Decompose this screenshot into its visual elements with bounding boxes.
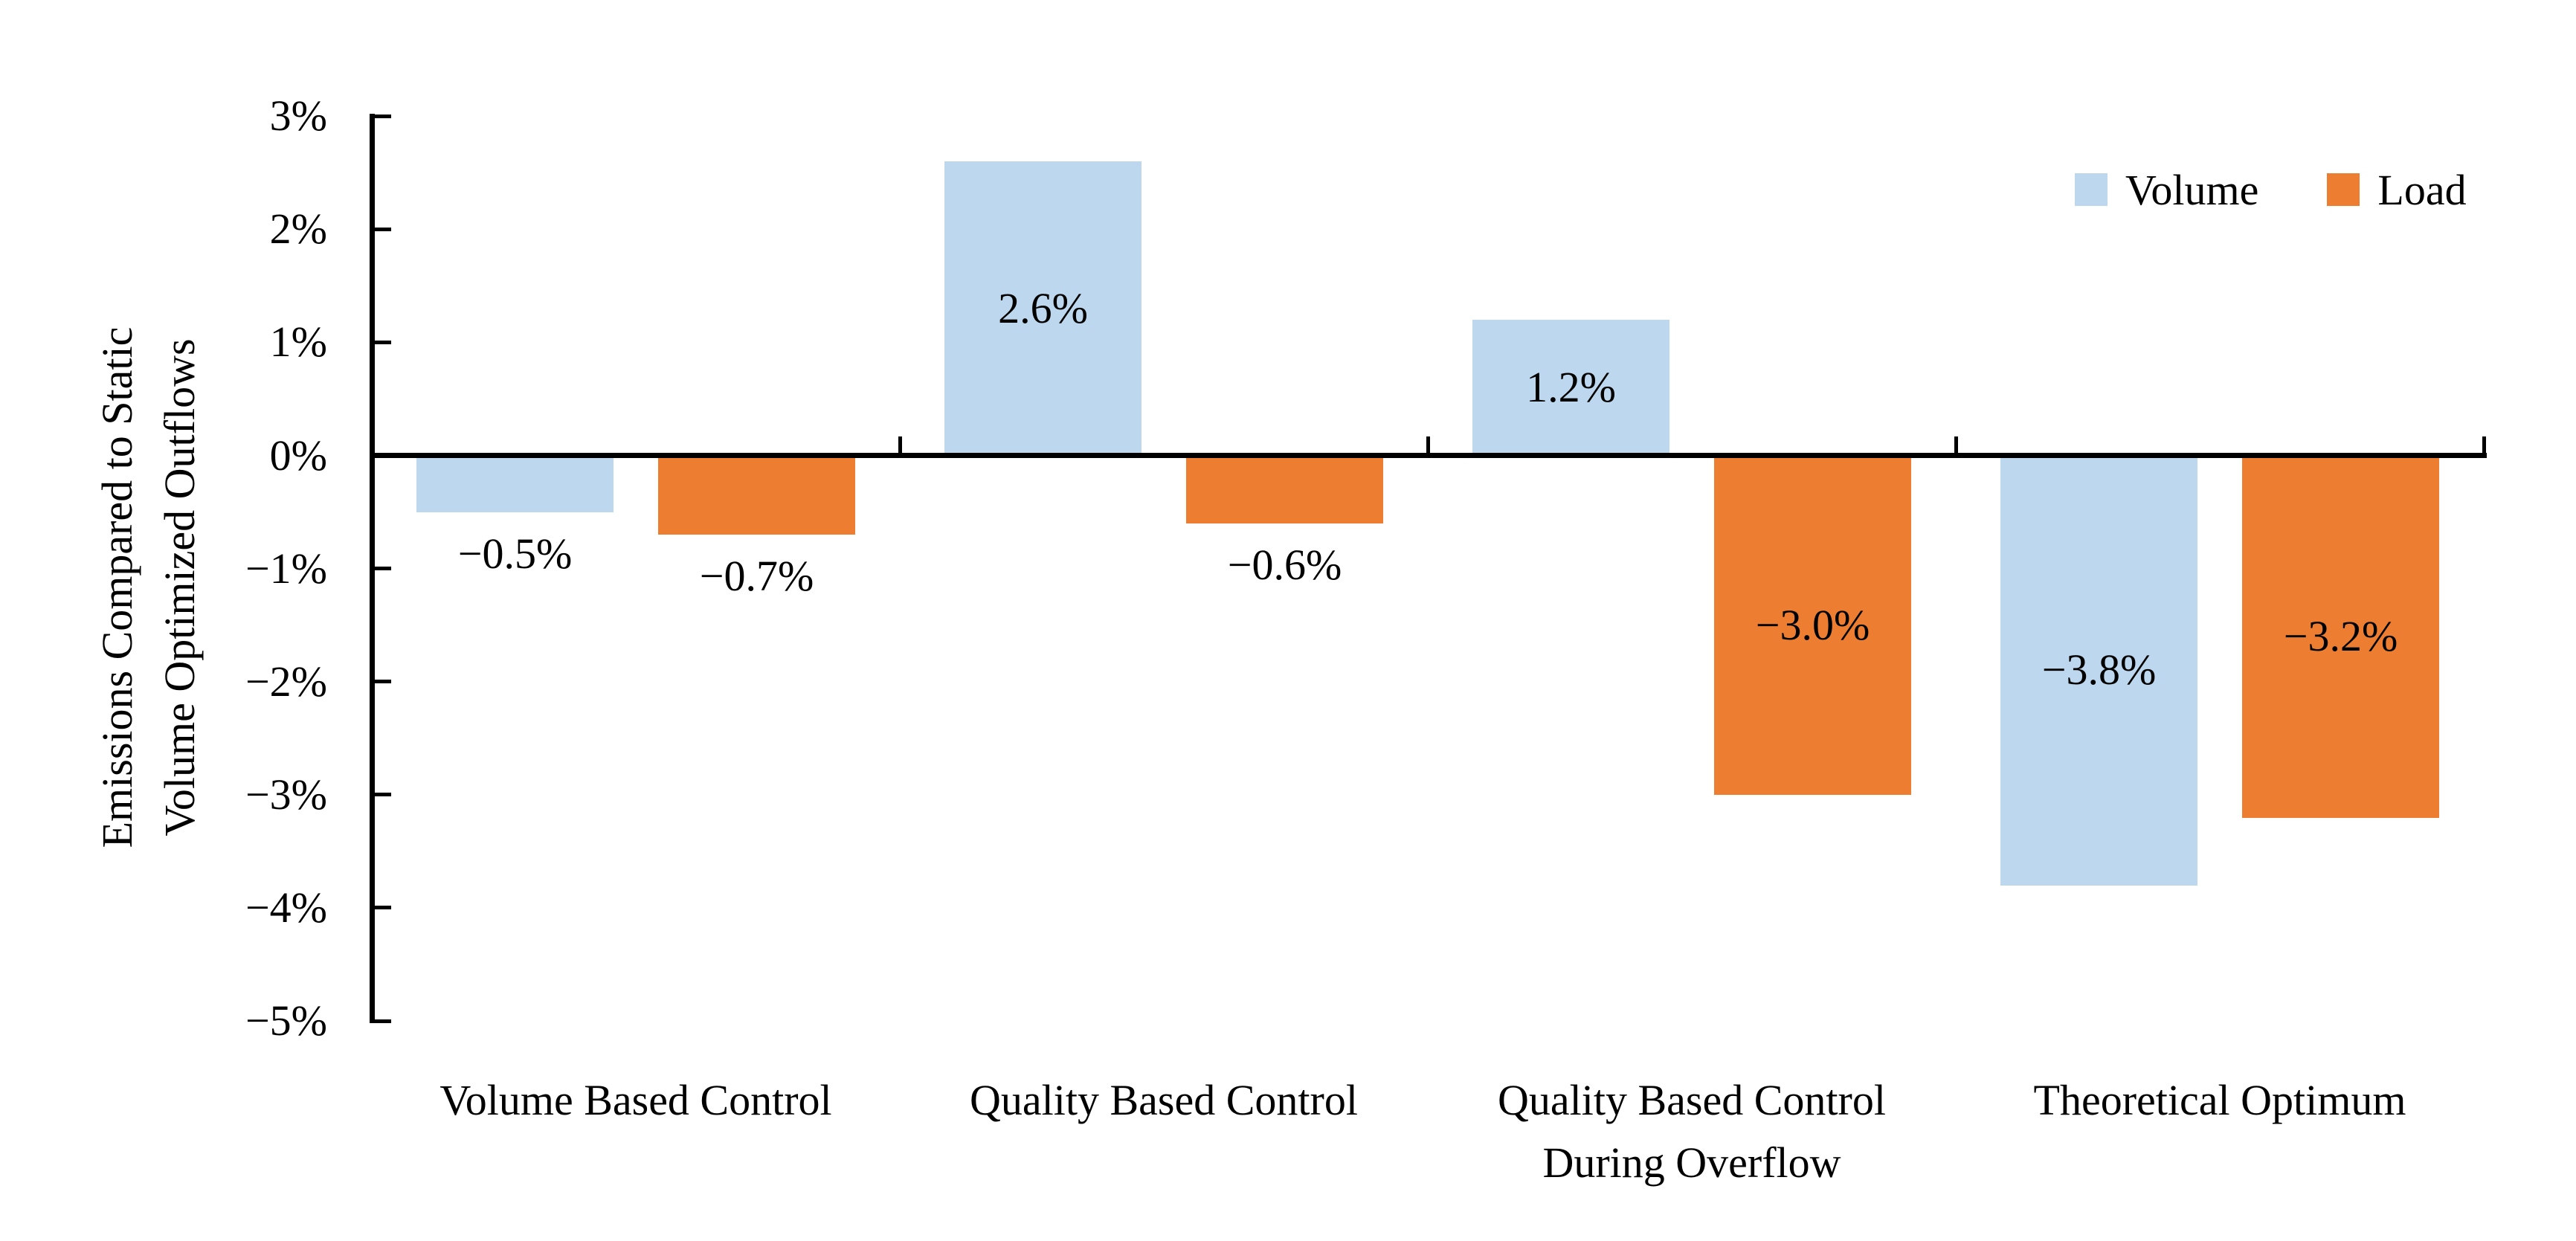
x-category-label-4: Theoretical Optimum [2033,1076,2406,1124]
x-category-label-3: Quality Based Control During Overflow [1498,1076,1886,1187]
x-tick-mark [1426,436,1430,456]
y-tick-label: 0% [269,431,327,480]
legend-swatch-volume [2075,173,2108,206]
y-tick-label: −1% [245,544,327,593]
legend: Volume Load [2075,165,2467,214]
y-tick-mark [372,115,391,118]
x-category-label-1: Volume Based Control [439,1076,832,1124]
bar-volume-cat3 [1472,320,1669,456]
bar-load-cat2 [1186,456,1383,523]
data-label-load-cat3: −3.0% [1755,601,1870,649]
legend-entry-volume: Volume [2075,165,2258,215]
bar-load-cat4 [2242,456,2439,818]
bar-volume-cat1 [416,456,614,512]
data-label-volume-cat4: −3.8% [2041,645,2157,694]
y-tick-label: 1% [269,317,327,366]
y-tick-mark [372,567,391,570]
x-tick-mark [898,436,902,456]
y-tick-label: 2% [269,204,327,253]
x-category-label-2: Quality Based Control [970,1076,1358,1124]
bar-volume-cat4 [2000,456,2197,886]
y-axis-line [370,114,375,1023]
legend-label-volume: Volume [2125,165,2259,214]
data-label-volume-cat1: −0.5% [457,529,573,578]
y-tick-label: −3% [245,770,327,819]
x-tick-mark [1954,436,1958,456]
data-label-load-cat2: −0.6% [1227,541,1342,589]
y-tick-mark [372,1019,391,1023]
legend-swatch-load [2327,173,2360,206]
legend-entry-load: Load [2327,165,2467,215]
bar-load-cat3 [1714,456,1911,795]
x-axis-line [370,453,2487,458]
data-label-load-cat1: −0.7% [699,552,814,600]
y-tick-label: −4% [245,883,327,932]
bar-volume-cat2 [944,161,1142,455]
y-tick-label: −5% [245,996,327,1045]
bar-load-cat1 [658,456,855,535]
data-label-volume-cat2: 2.6% [998,284,1088,332]
data-label-volume-cat3: 1.2% [1526,363,1616,411]
y-tick-mark [372,793,391,796]
y-tick-mark [372,341,391,344]
y-tick-mark [372,680,391,683]
y-tick-label: −2% [245,657,327,706]
y-tick-label: 3% [269,91,327,140]
x-tick-mark [2482,436,2486,456]
y-tick-mark [372,906,391,909]
legend-label-load: Load [2377,165,2467,214]
y-tick-mark [372,228,391,231]
data-label-load-cat4: −3.2% [2283,612,2398,660]
